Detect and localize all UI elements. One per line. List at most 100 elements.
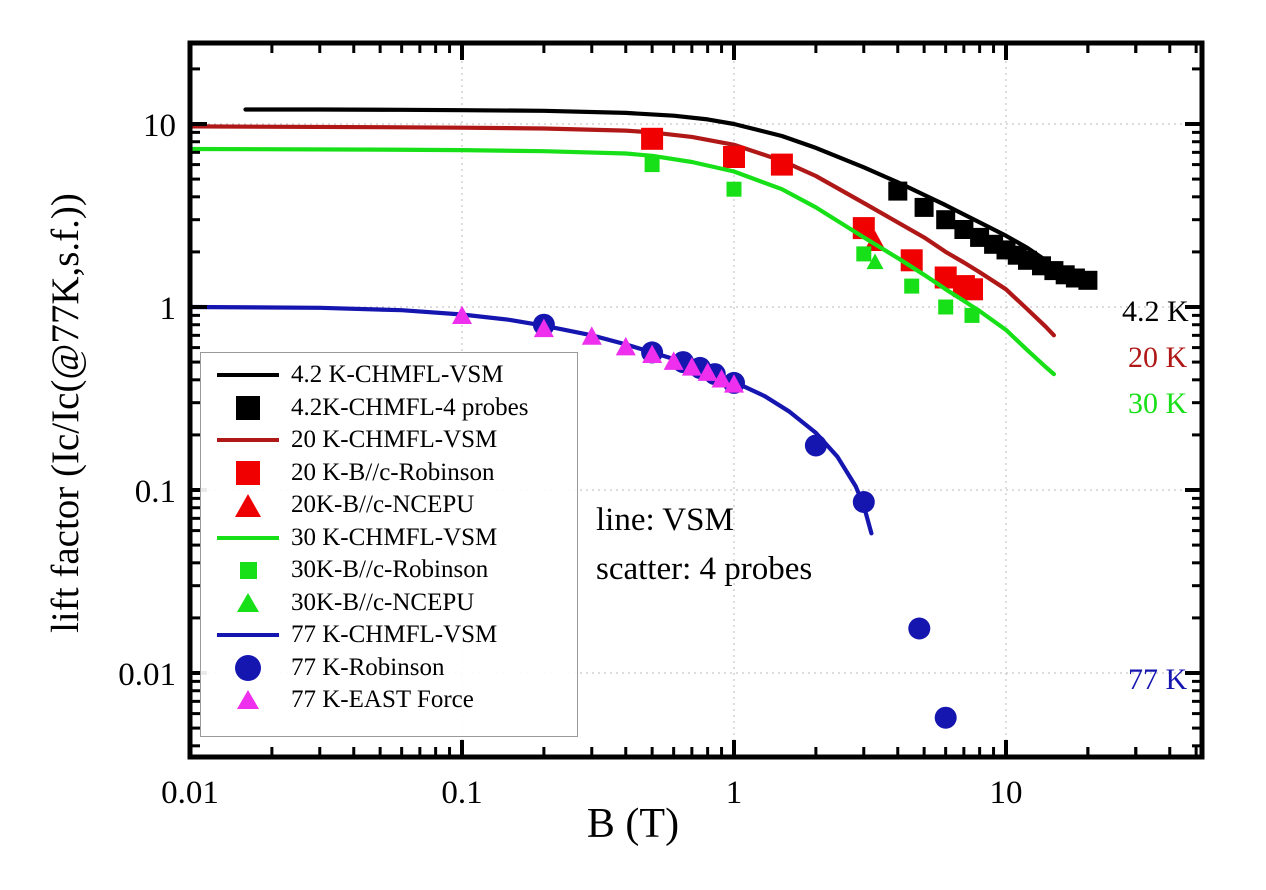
- series-label-4p2k: 4.2 K: [1122, 295, 1189, 328]
- legend-item[interactable]: 77 K-EAST Force: [209, 684, 569, 717]
- series-marker-square: [936, 210, 956, 230]
- series-label-20k: 20 K: [1128, 341, 1188, 374]
- legend-item[interactable]: 20K-B//c-NCEPU: [209, 489, 569, 522]
- series-marker-square: [726, 181, 742, 197]
- series-marker-square: [641, 127, 664, 150]
- series-marker-square: [964, 307, 980, 323]
- legend-line-icon: [217, 633, 279, 638]
- x-tick-label: 1: [726, 775, 743, 811]
- legend-line-swatch: [209, 360, 287, 390]
- legend-line-swatch: [209, 620, 287, 650]
- axes-frame: [187, 40, 1205, 760]
- x-axis-label: B (T): [0, 800, 1266, 848]
- legend-square-icon: [236, 395, 260, 420]
- legend-line-icon: [217, 535, 279, 540]
- y-tick-label: 10: [143, 108, 176, 144]
- series-marker-square: [1078, 270, 1098, 290]
- y-tick-label: 1: [160, 291, 177, 327]
- legend-circle-icon: [235, 654, 261, 681]
- legend-item-label: 30K-B//c-Robinson: [291, 556, 489, 584]
- series-marker-triangle: [681, 357, 702, 376]
- series-marker-triangle: [581, 326, 602, 345]
- series-marker-triangle: [615, 336, 636, 356]
- series-marker-circle: [804, 434, 827, 457]
- data-layer: [190, 107, 1098, 729]
- annotation-line-note: line: VSM: [596, 502, 734, 538]
- series-marker-square: [904, 278, 920, 294]
- legend-item-label: 20 K-CHMFL-VSM: [291, 426, 498, 454]
- legend-square-icon: [239, 561, 257, 579]
- legend-item-label: 20K-B//c-NCEPU: [291, 491, 475, 519]
- plot-annotation: line: VSM scatter: 4 probes: [596, 496, 812, 594]
- series-marker-triangle: [711, 369, 732, 388]
- series-marker-square: [856, 246, 872, 262]
- series-marker-triangle: [533, 318, 554, 338]
- chart-legend: 4.2 K-CHMFL-VSM 4.2K-CHMFL-4 probes 20 K-C…: [200, 352, 578, 737]
- legend-item[interactable]: 30K-B//c-Robinson: [209, 554, 569, 587]
- legend-square-swatch: [209, 458, 287, 488]
- legend-item-label: 4.2 K-CHMFL-VSM: [291, 361, 504, 389]
- series-marker-circle: [908, 617, 931, 640]
- series-marker-square: [961, 278, 983, 301]
- y-tick-label: 0.01: [118, 657, 176, 693]
- legend-item[interactable]: 4.2K-CHMFL-4 probes: [209, 392, 569, 425]
- series-line: [190, 146, 1056, 377]
- legend-circle-swatch: [209, 653, 287, 683]
- series-marker-triangle: [866, 253, 884, 270]
- y-axis-label-text: lift factor (Ic/Ic(@77K,s.f.)): [43, 193, 87, 633]
- series-marker-triangle: [724, 374, 744, 393]
- legend-item[interactable]: 77 K-CHMFL-VSM: [209, 619, 569, 652]
- legend-square-swatch: [209, 555, 287, 585]
- y-axis-label: lift factor (Ic/Ic(@77K,s.f.)): [35, 93, 95, 733]
- series-label-30k: 30 K: [1128, 387, 1188, 420]
- legend-square-icon: [236, 460, 260, 485]
- series-marker-triangle: [663, 351, 684, 370]
- legend-line-swatch: [209, 425, 287, 455]
- legend-item[interactable]: 30K-B//c-NCEPU: [209, 587, 569, 620]
- series-marker-circle: [934, 706, 957, 729]
- series-marker-square: [770, 153, 793, 176]
- legend-triangle-icon: [235, 493, 261, 517]
- series-marker-square: [954, 220, 974, 239]
- legend-item[interactable]: 20 K-CHMFL-VSM: [209, 424, 569, 457]
- legend-item-label: 30 K-CHMFL-VSM: [291, 523, 498, 551]
- series-marker-square: [644, 157, 660, 173]
- legend-item-label: 77 K-CHMFL-VSM: [291, 621, 498, 649]
- annotation-scatter-note: scatter: 4 probes: [596, 551, 813, 587]
- legend-triangle-swatch: [209, 490, 287, 520]
- legend-item-label: 77 K-Robinson: [291, 653, 445, 681]
- legend-item-label: 4.2K-CHMFL-4 probes: [291, 393, 529, 421]
- series-marker-triangle: [642, 344, 663, 363]
- x-tick-label: 0.01: [161, 775, 219, 811]
- legend-item[interactable]: 30 K-CHMFL-VSM: [209, 522, 569, 555]
- x-axis-label-text: B (T): [586, 801, 680, 847]
- series-line: [190, 124, 1056, 338]
- series-label-77k: 77 K: [1128, 663, 1188, 696]
- legend-square-swatch: [209, 393, 287, 423]
- series-marker-triangle: [697, 362, 718, 381]
- legend-item[interactable]: 4.2 K-CHMFL-VSM: [209, 359, 569, 392]
- series-marker-square: [934, 266, 957, 289]
- legend-item-label: 30K-B//c-NCEPU: [291, 588, 475, 616]
- legend-triangle-swatch: [209, 685, 287, 715]
- legend-triangle-swatch: [209, 588, 287, 618]
- x-tick-label: 0.1: [441, 775, 482, 811]
- legend-line-icon: [217, 438, 279, 443]
- legend-item-label: 77 K-EAST Force: [291, 686, 474, 714]
- series-marker-square: [888, 181, 908, 201]
- x-tick-label: 10: [990, 775, 1023, 811]
- y-tick-label: 0.1: [135, 474, 176, 510]
- legend-item[interactable]: 77 K-Robinson: [209, 652, 569, 685]
- series-marker-square: [914, 197, 934, 217]
- series-marker-circle: [852, 491, 875, 513]
- series-marker-square: [938, 299, 954, 315]
- legend-line-icon: [217, 373, 279, 378]
- series-marker-square: [723, 146, 745, 168]
- legend-line-swatch: [209, 523, 287, 553]
- legend-triangle-icon: [237, 690, 259, 710]
- legend-triangle-icon: [237, 592, 259, 612]
- legend-item[interactable]: 20 K-B//c-Robinson: [209, 457, 569, 490]
- series-marker-triangle: [452, 305, 472, 324]
